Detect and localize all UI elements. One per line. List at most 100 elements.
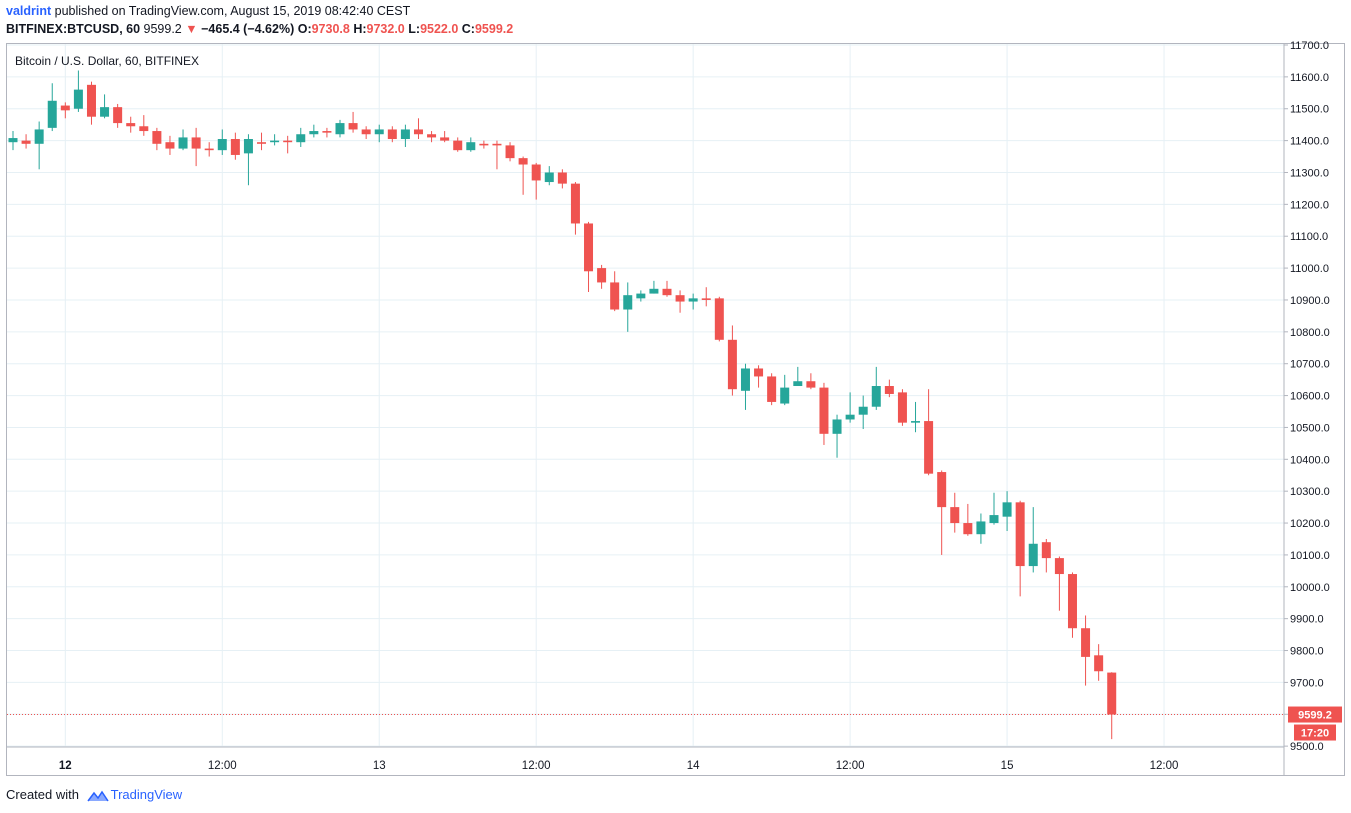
candle-up xyxy=(178,137,188,149)
open-value: 9730.8 xyxy=(311,22,350,36)
candle-up xyxy=(270,140,280,143)
down-arrow-icon: ▼ xyxy=(185,22,198,36)
candle-down xyxy=(348,123,358,130)
candle-down xyxy=(727,339,737,390)
y-tick-label: 10500.0 xyxy=(1290,422,1330,434)
candle-up xyxy=(976,521,986,535)
candle-down xyxy=(963,523,973,535)
candle-down xyxy=(413,129,423,135)
y-tick-label: 9800.0 xyxy=(1290,646,1324,658)
y-tick-label: 11500.0 xyxy=(1290,104,1329,116)
candle-down xyxy=(479,143,489,146)
candle-down xyxy=(86,84,96,117)
candle-down xyxy=(387,129,397,140)
x-tick-label: 14 xyxy=(687,760,700,772)
y-tick-label: 10400.0 xyxy=(1290,454,1330,466)
publish-info: valdrint published on TradingView.com, A… xyxy=(6,4,410,18)
candle-down xyxy=(714,298,724,340)
symbol-info: BITFINEX:BTCUSD, 60 9599.2 ▼ −465.4 (−4.… xyxy=(6,22,513,36)
candle-down xyxy=(283,140,293,143)
y-tick-label: 9700.0 xyxy=(1290,677,1324,689)
x-tick-label: 12:00 xyxy=(1150,760,1179,772)
author-name[interactable]: valdrint xyxy=(6,4,52,18)
candle-down xyxy=(453,140,463,151)
low-value: 9522.0 xyxy=(420,22,459,36)
candle-up xyxy=(100,107,110,117)
candle-down xyxy=(361,129,371,135)
candle-up xyxy=(623,295,633,310)
candle-down xyxy=(204,148,214,151)
candle-down xyxy=(427,134,437,138)
y-tick-label: 11200.0 xyxy=(1290,199,1329,211)
y-tick-label: 10000.0 xyxy=(1290,582,1330,594)
candle-up xyxy=(34,129,44,144)
y-tick-label: 10600.0 xyxy=(1290,391,1330,403)
candle-down xyxy=(230,139,240,155)
candle-up xyxy=(296,134,306,143)
candle-down xyxy=(1015,502,1025,567)
candle-down xyxy=(557,172,567,184)
candle-down xyxy=(113,107,123,124)
last-price-badge xyxy=(1288,706,1342,723)
candle-down xyxy=(701,298,711,300)
candle-down xyxy=(1094,655,1104,672)
candle-up xyxy=(688,298,698,302)
candle-down xyxy=(191,137,201,149)
countdown-badge xyxy=(1294,724,1336,741)
y-tick-label: 11000.0 xyxy=(1290,263,1329,275)
created-with-text: Created with xyxy=(6,787,79,802)
y-tick-label: 11100.0 xyxy=(1290,231,1328,243)
y-tick-label: 9500.0 xyxy=(1290,741,1324,753)
y-tick-label: 11300.0 xyxy=(1290,167,1329,179)
y-tick-label: 10700.0 xyxy=(1290,359,1330,371)
candle-down xyxy=(505,145,515,159)
candle-down xyxy=(819,387,829,434)
candle-down xyxy=(1081,628,1091,657)
y-tick-label: 10900.0 xyxy=(1290,295,1330,307)
candle-up xyxy=(636,293,646,299)
y-tick-label: 10200.0 xyxy=(1290,518,1330,530)
candle-down xyxy=(531,164,541,181)
tradingview-logo-icon xyxy=(87,790,109,802)
candle-down xyxy=(21,140,31,144)
symbol-name: BITFINEX:BTCUSD, 60 xyxy=(6,22,141,36)
candle-up xyxy=(858,406,868,415)
close-value: 9599.2 xyxy=(474,22,514,36)
candle-down xyxy=(257,142,267,144)
candle-up xyxy=(217,139,227,151)
y-tick-label: 10100.0 xyxy=(1290,550,1330,562)
candle-up xyxy=(911,421,921,423)
y-tick-label: 11700.0 xyxy=(1290,40,1329,52)
candle-up xyxy=(400,129,410,140)
y-tick-label: 11400.0 xyxy=(1290,136,1329,148)
candle-up xyxy=(47,100,57,128)
candle-up xyxy=(845,414,855,420)
candle-down xyxy=(597,268,607,283)
candle-down xyxy=(767,376,777,402)
candle-up xyxy=(1002,502,1012,517)
candle-down xyxy=(1107,672,1117,715)
candle-down xyxy=(806,381,816,388)
candle-down xyxy=(440,137,450,141)
candle-down xyxy=(937,472,947,508)
candle-up xyxy=(871,386,881,407)
tradingview-link[interactable]: TradingView xyxy=(110,787,183,802)
x-tick-label: 12:00 xyxy=(208,760,237,772)
candle-down xyxy=(610,282,620,310)
candle-down xyxy=(662,288,672,296)
y-tick-label: 10800.0 xyxy=(1290,327,1330,339)
chart-title: Bitcoin / U.S. Dollar, 60, BITFINEX xyxy=(15,54,199,68)
footer: Created with TradingView xyxy=(6,787,182,803)
chart-frame[interactable] xyxy=(6,43,1345,776)
candle-down xyxy=(126,123,136,127)
candle-down xyxy=(165,142,175,149)
candle-down xyxy=(60,105,70,111)
candle-up xyxy=(335,123,345,135)
candle-down xyxy=(1067,574,1077,629)
candle-down xyxy=(518,158,528,165)
y-tick-label: 11600.0 xyxy=(1290,72,1329,84)
candle-down xyxy=(152,131,162,144)
high-value: 9732.0 xyxy=(366,22,405,36)
candle-up xyxy=(466,142,476,151)
